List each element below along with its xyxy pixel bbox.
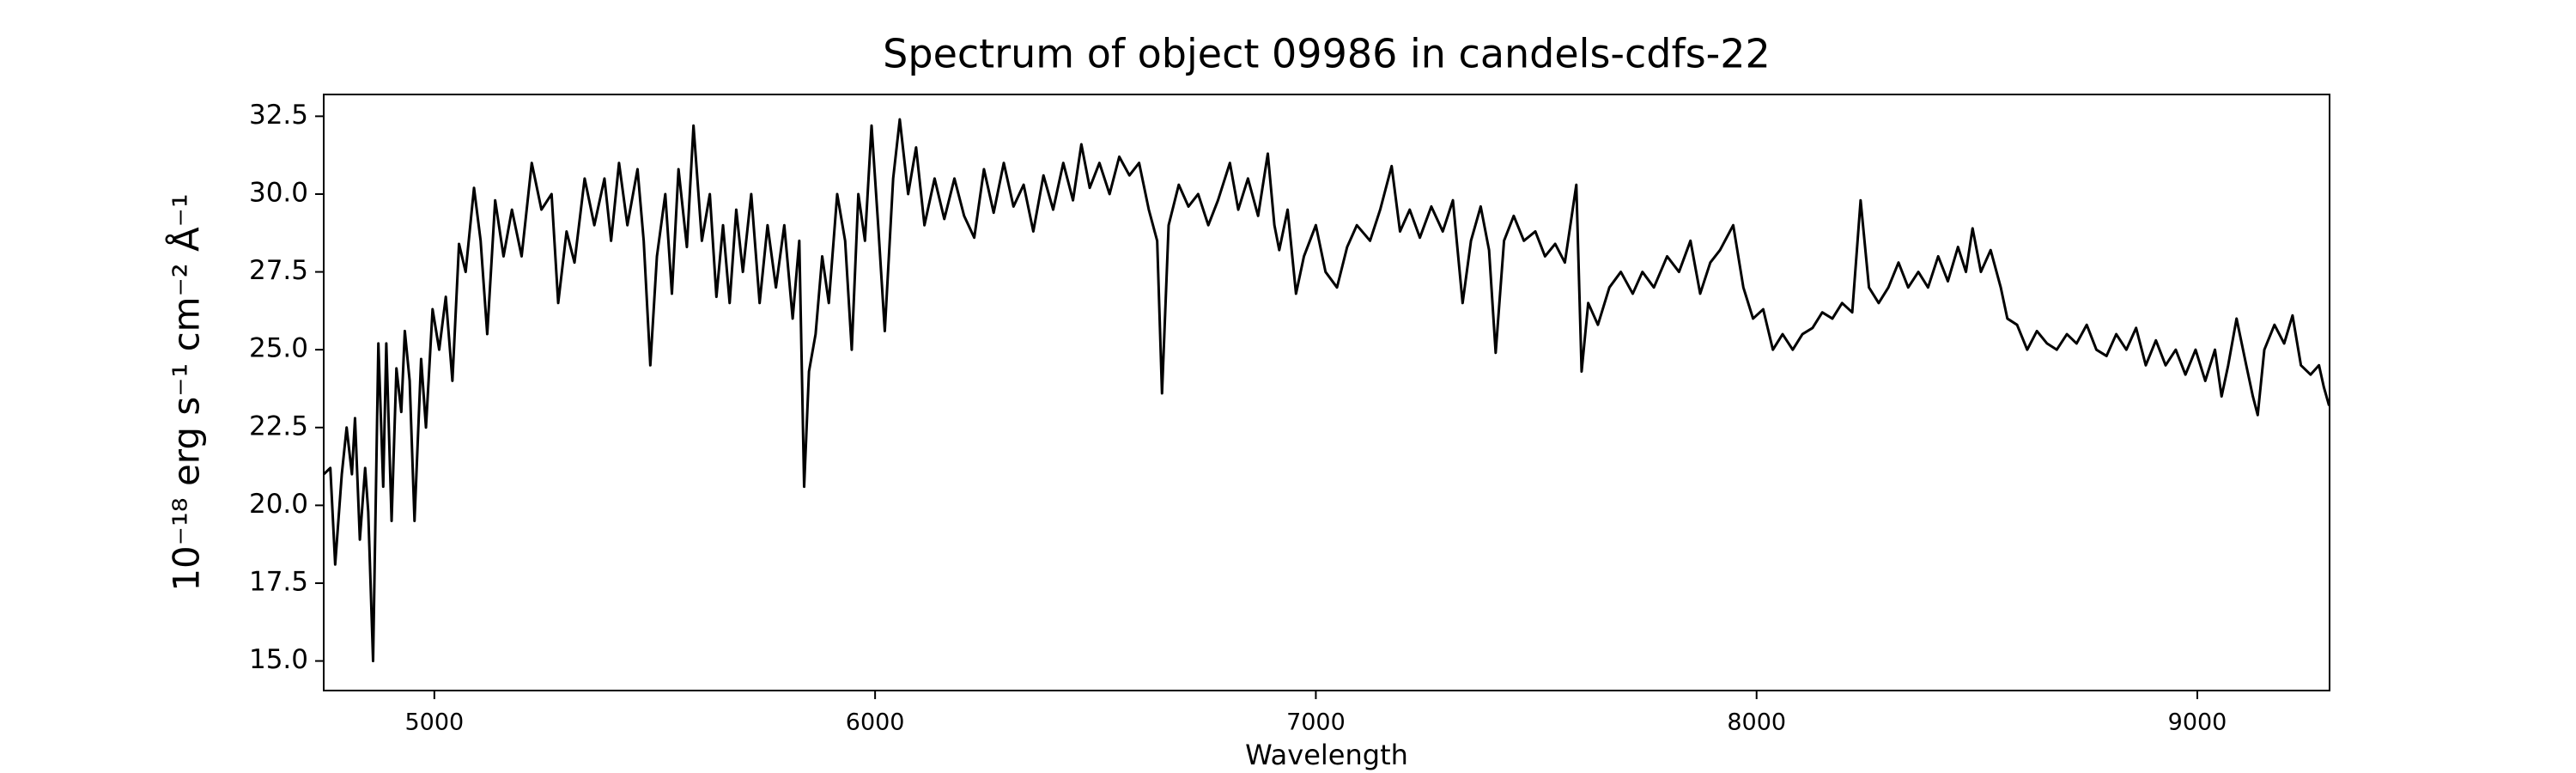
y-tick-label: 20.0 — [249, 489, 308, 520]
x-tick-label: 9000 — [2168, 709, 2227, 736]
y-tick-label: 15.0 — [249, 644, 308, 675]
y-tick-label: 32.5 — [249, 100, 308, 131]
x-tick-label: 6000 — [846, 709, 905, 736]
spectrum-line — [324, 118, 2330, 663]
y-tick-label: 30.0 — [249, 177, 308, 208]
x-tick-label: 5000 — [404, 709, 464, 736]
x-tick-label: 7000 — [1286, 709, 1346, 736]
y-tick-label: 22.5 — [249, 411, 308, 441]
chart-title: Spectrum of object 09986 in candels-cdfs… — [883, 31, 1771, 77]
x-tick-label: 8000 — [1727, 709, 1786, 736]
x-axis-label: Wavelength — [1245, 739, 1408, 771]
y-axis-label: 10⁻¹⁸ erg s⁻¹ cm⁻² Å⁻¹ — [165, 193, 208, 591]
y-tick-label: 25.0 — [249, 333, 308, 364]
y-tick-label: 17.5 — [249, 566, 308, 597]
y-tick-label: 27.5 — [249, 255, 308, 286]
plot-frame — [323, 94, 2330, 691]
